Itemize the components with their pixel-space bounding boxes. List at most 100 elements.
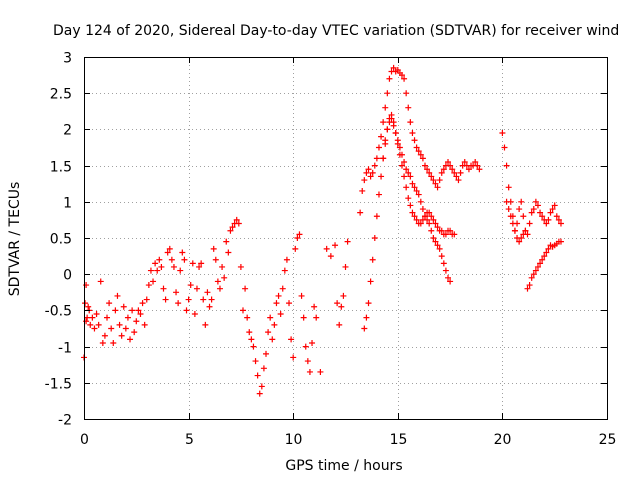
data-point <box>394 140 401 147</box>
data-point <box>145 282 152 289</box>
data-point <box>162 296 169 303</box>
data-point <box>214 278 221 285</box>
data-point <box>428 213 435 220</box>
data-point <box>256 390 263 397</box>
data-point <box>553 213 560 220</box>
data-point <box>210 245 217 252</box>
data-point <box>154 267 161 274</box>
data-point <box>461 158 468 165</box>
data-point <box>440 166 447 173</box>
data-point <box>156 256 163 263</box>
data-point <box>260 365 267 372</box>
data-point <box>401 158 408 165</box>
data-point <box>501 144 508 151</box>
y-tick-label: -2 <box>58 413 72 429</box>
data-point <box>85 303 92 310</box>
data-point <box>534 202 541 209</box>
data-point <box>457 169 464 176</box>
data-point <box>419 155 426 162</box>
data-point <box>129 307 136 314</box>
data-point <box>442 231 449 238</box>
data-point <box>84 314 91 321</box>
y-tick-label: 2.5 <box>50 87 72 103</box>
data-point <box>545 216 552 223</box>
data-point <box>518 235 525 241</box>
data-point <box>557 220 564 227</box>
data-point <box>451 231 458 238</box>
data-point <box>428 227 435 234</box>
data-point <box>417 151 424 158</box>
data-point <box>434 224 441 231</box>
data-point <box>511 227 518 234</box>
data-point <box>336 321 343 328</box>
data-point <box>390 64 397 71</box>
data-point <box>164 249 171 256</box>
data-point <box>313 314 320 321</box>
data-point <box>518 198 525 205</box>
data-point <box>361 325 368 332</box>
data-point <box>371 162 378 169</box>
data-point <box>419 206 426 213</box>
data-point <box>267 314 274 321</box>
gridlines <box>84 57 607 419</box>
data-point <box>405 169 412 176</box>
data-point <box>275 292 282 299</box>
data-point <box>507 213 514 220</box>
data-point <box>254 372 261 379</box>
data-point <box>403 166 410 173</box>
data-point <box>386 119 393 126</box>
data-point <box>430 235 437 241</box>
data-point <box>476 166 483 173</box>
data-point <box>421 213 428 220</box>
data-point <box>367 173 374 180</box>
data-point <box>526 282 533 289</box>
data-point <box>208 296 215 303</box>
x-tick-label: 15 <box>390 432 408 448</box>
data-point <box>361 177 368 184</box>
data-point <box>520 213 527 220</box>
data-point <box>367 278 374 285</box>
data-point <box>451 169 458 176</box>
data-point <box>449 166 456 173</box>
data-point <box>95 321 102 328</box>
data-point <box>539 256 546 263</box>
data-point <box>357 209 364 216</box>
x-tick-label: 0 <box>80 432 89 448</box>
data-point <box>246 329 253 336</box>
data-point <box>204 289 211 296</box>
data-point <box>170 263 177 270</box>
data-point <box>386 75 393 82</box>
data-point <box>509 220 516 227</box>
data-point <box>225 249 232 256</box>
data-point <box>392 130 399 137</box>
data-point <box>547 209 554 216</box>
data-point <box>309 339 316 346</box>
data-point <box>112 307 119 314</box>
data-point <box>537 260 544 267</box>
data-point <box>403 90 410 97</box>
data-point <box>87 321 94 328</box>
data-point <box>409 209 416 216</box>
data-point <box>426 169 433 176</box>
data-point <box>127 336 134 343</box>
data-point <box>281 267 288 274</box>
data-point <box>300 314 307 321</box>
data-point <box>288 336 295 343</box>
data-point <box>522 227 529 234</box>
data-point <box>432 238 439 245</box>
data-point <box>503 198 510 205</box>
data-point <box>407 119 414 126</box>
data-point <box>133 318 140 325</box>
y-tick-label: 0.5 <box>50 232 72 248</box>
data-point <box>104 314 111 321</box>
data-point <box>277 311 284 318</box>
data-point <box>89 314 96 321</box>
data-point <box>200 296 207 303</box>
data-point <box>382 104 389 111</box>
y-tick-label: 2 <box>63 123 72 139</box>
data-point <box>334 300 341 307</box>
data-point <box>472 158 479 165</box>
data-point <box>124 314 131 321</box>
data-point <box>185 296 192 303</box>
